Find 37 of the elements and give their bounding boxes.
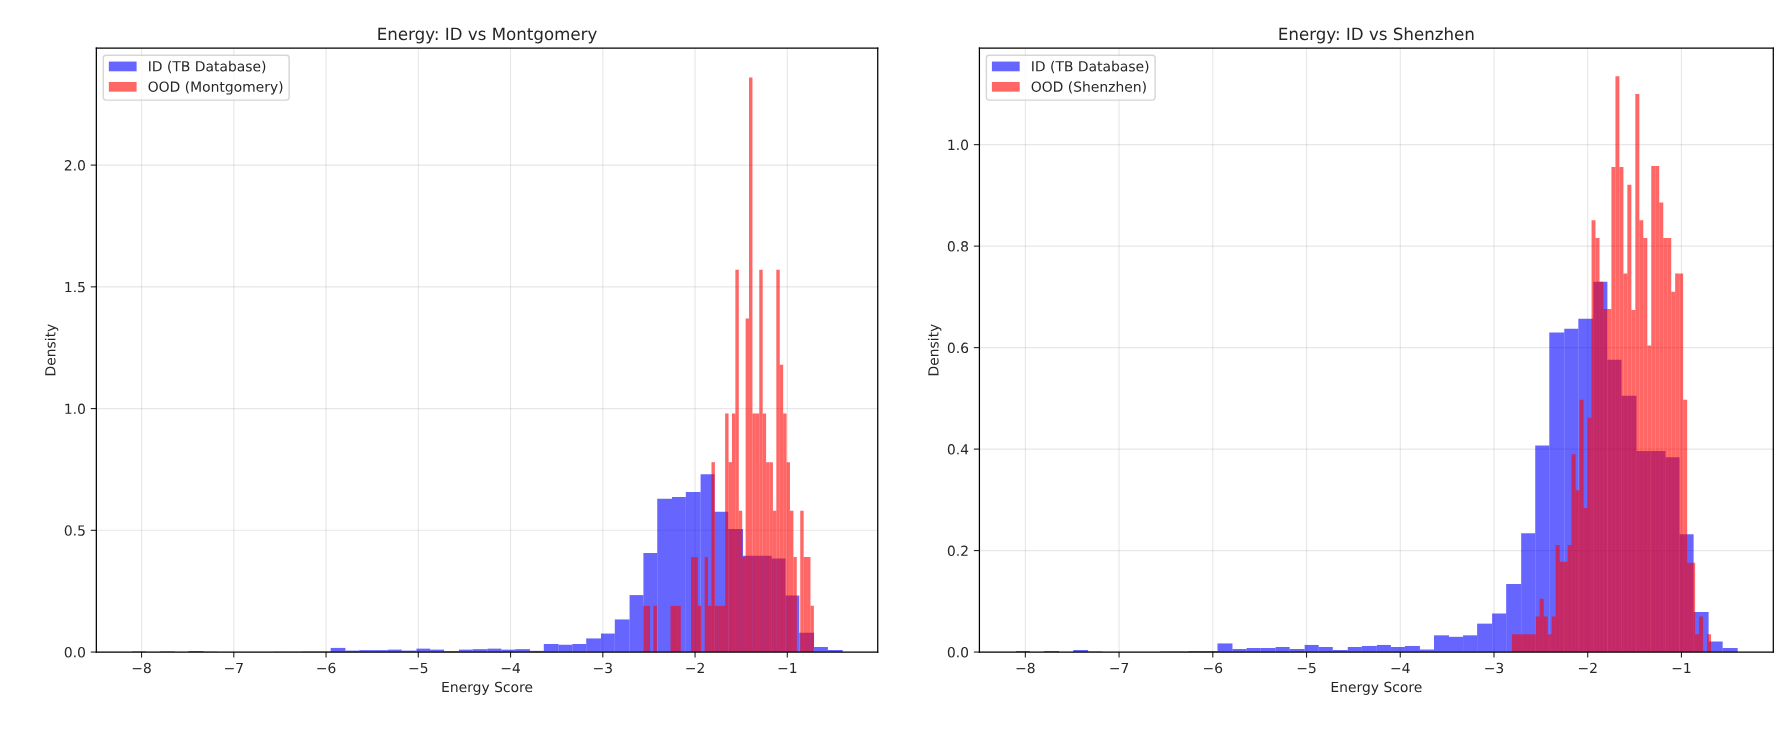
x-axis-title: Energy Score (1331, 681, 1422, 695)
y-tick-label: 0.0 (64, 647, 85, 658)
y-tick-label: 1.5 (65, 282, 85, 293)
legend-label: ID (TB Database) (149, 60, 266, 74)
y-tick-label: 0.5 (64, 525, 85, 536)
x-tick-label: −8 (132, 662, 151, 674)
x-tick-label: −5 (409, 662, 428, 674)
x-tick-label: −7 (1110, 662, 1129, 674)
y-tick-label: 1.0 (948, 139, 969, 151)
y-tick-label: 1.0 (65, 403, 85, 415)
x-tick-label: −1 (778, 662, 797, 674)
x-tick-label: −2 (1578, 662, 1597, 674)
y-tick-label: 0.2 (947, 545, 968, 557)
x-tick-label: −3 (1485, 662, 1504, 674)
chart-title: Energy: ID vs Shenzhen (1279, 27, 1474, 44)
x-tick-label: −1 (1672, 662, 1691, 674)
x-tick-label: −6 (317, 662, 336, 674)
legend-label: OOD (Shenzhen) (1031, 81, 1146, 94)
y-tick-label: 2.0 (64, 160, 85, 171)
chart-title: Energy: ID vs Montgomery (378, 27, 597, 44)
x-tick-label: −5 (1297, 662, 1316, 674)
y-tick-label: 0.0 (947, 647, 969, 658)
x-tick-label: −3 (594, 662, 612, 674)
y-axis-title: Density (44, 324, 59, 376)
x-tick-label: −7 (225, 662, 243, 674)
y-tick-label: 0.6 (947, 342, 969, 354)
x-tick-label: −8 (1016, 662, 1035, 674)
x-tick-label: −4 (1391, 662, 1410, 674)
y-axis-title: Density (927, 324, 942, 376)
y-tick-label: 0.4 (947, 444, 969, 455)
y-tick-label: 0.8 (947, 241, 969, 252)
x-tick-label: −2 (686, 662, 704, 674)
legend-label: ID (TB Database) (1032, 60, 1149, 74)
x-tick-label: −4 (501, 662, 521, 674)
x-axis-title: Energy Score (442, 681, 533, 695)
legend-label: OOD (Montgomery) (148, 81, 283, 95)
x-tick-label: −6 (1204, 662, 1223, 674)
